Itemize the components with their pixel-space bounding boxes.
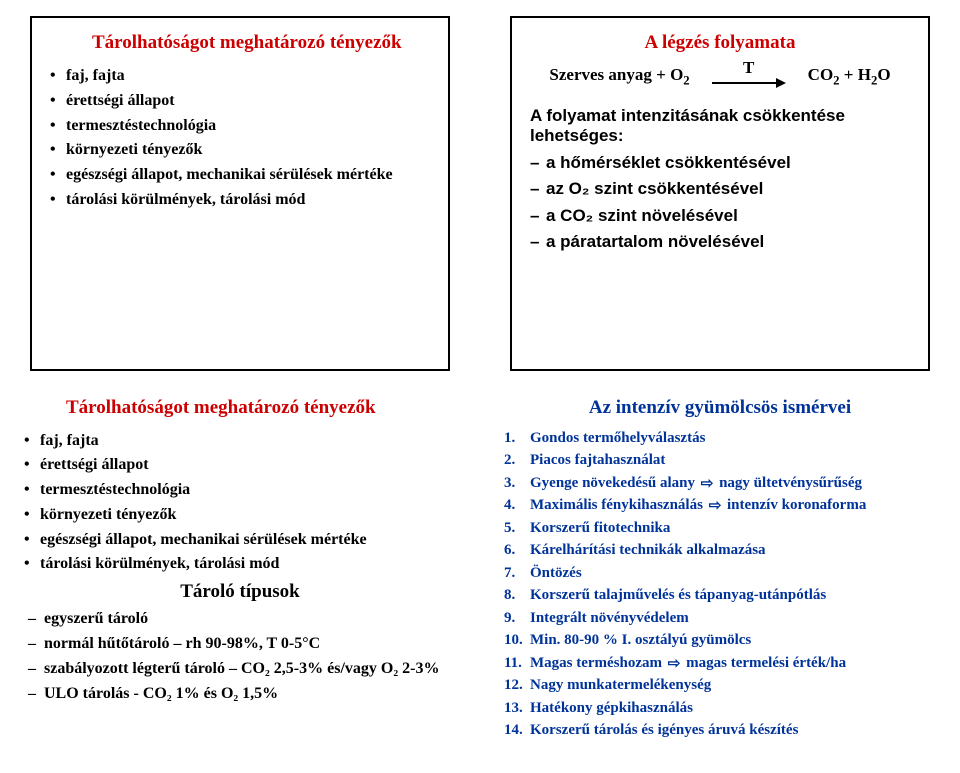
arrow-icon — [712, 78, 786, 88]
eq-right-tail: O — [877, 65, 890, 84]
list-item: 12.Nagy munkatermelékenység — [504, 674, 936, 697]
list-item: tárolási körülmények, tárolási mód — [50, 188, 430, 213]
title-storage-factors: Tárolhatóságot meghatározó tényezők — [50, 32, 430, 54]
item-number: 2. — [504, 449, 530, 472]
item-text: Hatékony gépkihasználás — [530, 700, 693, 716]
list-item: egészségi állapot, mechanikai sérülések … — [24, 528, 456, 553]
box-storage-factors: Tárolhatóságot meghatározó tényezők faj,… — [30, 16, 450, 371]
list-item: szabályozott légterű tároló – CO₂ 2,5-3%… — [24, 657, 456, 682]
list-storage-factors: faj, fajta érettségi állapot termesztést… — [50, 64, 430, 213]
item-number: 7. — [504, 562, 530, 585]
quadrant-top-left: Tárolhatóságot meghatározó tényezők faj,… — [0, 0, 480, 387]
item-number: 8. — [504, 584, 530, 607]
quadrant-bottom-left: Tárolhatóságot meghatározó tényezők faj,… — [0, 387, 480, 773]
list-item: 6.Kárelhárítási technikák alkalmazása — [504, 539, 936, 562]
list-item: 13.Hatékony gépkihasználás — [504, 697, 936, 720]
list-storage-factors-2: faj, fajta érettségi állapot termesztést… — [24, 429, 456, 578]
eq-left-text: Szerves anyag + O — [549, 65, 683, 84]
item-number: 5. — [504, 517, 530, 540]
list-item: 3.Gyenge növekedésű alany ⇨ nagy ültetvé… — [504, 472, 936, 495]
list-item: 11.Magas terméshozam ⇨ magas termelési é… — [504, 652, 936, 675]
eq-arrow: T — [712, 64, 786, 88]
list-item: tárolási körülmények, tárolási mód — [24, 552, 456, 577]
quadrant-top-right: A légzés folyamata Szerves anyag + O2 T … — [480, 0, 960, 387]
eq-arrow-label: T — [743, 58, 754, 78]
item-text: Piacos fajtahasználat — [530, 452, 665, 468]
list-item: 10.Min. 80-90 % I. osztályú gyümölcs — [504, 629, 936, 652]
respiration-intro: A folyamat intenzitásának csökkentése le… — [530, 106, 910, 146]
respiration-equation: Szerves anyag + O2 T CO2 + H2O — [530, 64, 910, 88]
list-storage-types: egyszerű tároló normál hűtőtároló – rh 9… — [24, 607, 456, 706]
list-item: az O₂ szint csökkentésével — [530, 176, 910, 202]
item-text: Min. 80-90 % I. osztályú gyümölcs — [530, 632, 751, 648]
item-text: Korszerű tárolás és igényes áruvá készít… — [530, 722, 798, 738]
list-item: környezeti tényezők — [24, 503, 456, 528]
list-item: érettségi állapot — [24, 453, 456, 478]
list-item: 9.Integrált növényvédelem — [504, 607, 936, 630]
item-text: Korszerű fitotechnika — [530, 520, 670, 536]
item-number: 6. — [504, 539, 530, 562]
item-number: 1. — [504, 427, 530, 450]
list-item: 8.Korszerű talajművelés és tápanyag-után… — [504, 584, 936, 607]
list-item: termesztéstechnológia — [24, 478, 456, 503]
item-text: Magas terméshozam — [530, 655, 666, 671]
item-text: Integrált növényvédelem — [530, 610, 689, 626]
item-text: intenzív koronaforma — [723, 497, 866, 513]
list-item: 2.Piacos fajtahasználat — [504, 449, 936, 472]
slide-grid: Tárolhatóságot meghatározó tényezők faj,… — [0, 0, 960, 773]
arrow-icon: ⇨ — [699, 473, 716, 496]
item-text: Korszerű talajművelés és tápanyag-utánpó… — [530, 587, 826, 603]
list-item: faj, fajta — [24, 429, 456, 454]
list-intensive-orchard: 1.Gondos termőhelyválasztás 2.Piacos faj… — [504, 427, 936, 742]
list-item: 4.Maximális fénykihasználás ⇨ intenzív k… — [504, 494, 936, 517]
item-text: Gondos termőhelyválasztás — [530, 430, 705, 446]
list-respiration-reduce: a hőmérséklet csökkentésével az O₂ szint… — [530, 150, 910, 255]
list-item: a páratartalom növelésével — [530, 229, 910, 255]
list-item: a CO₂ szint növelésével — [530, 203, 910, 229]
title-storage-factors-2: Tárolhatóságot meghatározó tényezők — [24, 397, 456, 419]
quadrant-bottom-right: Az intenzív gyümölcsös ismérvei 1.Gondos… — [480, 387, 960, 773]
arrow-icon: ⇨ — [666, 653, 683, 676]
list-item: környezeti tényezők — [50, 138, 430, 163]
list-item: egészségi állapot, mechanikai sérülések … — [50, 163, 430, 188]
eq-left: Szerves anyag + O2 — [549, 65, 689, 88]
title-respiration: A légzés folyamata — [530, 32, 910, 54]
eq-plus: + H — [840, 65, 871, 84]
list-item: egyszerű tároló — [24, 607, 456, 632]
title-intensive-orchard: Az intenzív gyümölcsös ismérvei — [504, 397, 936, 419]
item-text: nagy ültetvénysűrűség — [715, 475, 862, 491]
item-text: Öntözés — [530, 565, 582, 581]
item-text: Kárelhárítási technikák alkalmazása — [530, 542, 766, 558]
list-item: érettségi állapot — [50, 89, 430, 114]
list-item: faj, fajta — [50, 64, 430, 89]
box-respiration: A légzés folyamata Szerves anyag + O2 T … — [510, 16, 930, 371]
list-item: a hőmérséklet csökkentésével — [530, 150, 910, 176]
list-item: 14.Korszerű tárolás és igényes áruvá kés… — [504, 719, 936, 742]
arrow-icon: ⇨ — [707, 495, 724, 518]
item-text: Gyenge növekedésű alany — [530, 475, 699, 491]
item-number: 9. — [504, 607, 530, 630]
item-text: magas termelési érték/ha — [682, 655, 846, 671]
item-number: 12. — [504, 674, 530, 697]
list-item: 5.Korszerű fitotechnika — [504, 517, 936, 540]
list-item: 1.Gondos termőhelyválasztás — [504, 427, 936, 450]
eq-right: CO2 + H2O — [808, 65, 891, 88]
item-text: Maximális fénykihasználás — [530, 497, 707, 513]
item-number: 11. — [504, 652, 530, 675]
list-item: normál hűtőtároló – rh 90-98%, T 0-5°C — [24, 632, 456, 657]
eq-left-sub: 2 — [683, 73, 689, 87]
item-text: Nagy munkatermelékenység — [530, 677, 711, 693]
item-number: 10. — [504, 629, 530, 652]
item-number: 14. — [504, 719, 530, 742]
list-item: ULO tárolás - CO₂ 1% és O₂ 1,5% — [24, 682, 456, 707]
item-number: 3. — [504, 472, 530, 495]
item-number: 4. — [504, 494, 530, 517]
eq-right-a: CO — [808, 65, 834, 84]
title-storage-types: Tároló típusok — [24, 581, 456, 603]
list-item: 7.Öntözés — [504, 562, 936, 585]
item-number: 13. — [504, 697, 530, 720]
list-item: termesztéstechnológia — [50, 114, 430, 139]
